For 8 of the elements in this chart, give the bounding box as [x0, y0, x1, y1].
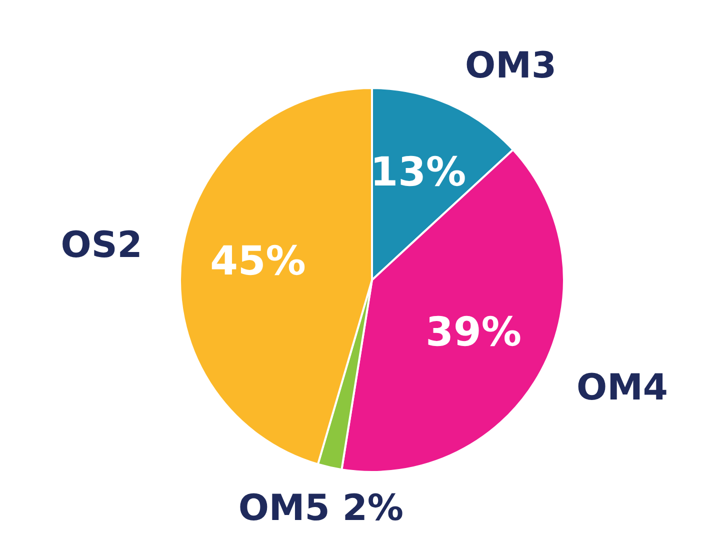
data-label: 2%: [342, 488, 404, 530]
slice-label: OM5: [238, 488, 330, 530]
data-label: 39%: [426, 309, 522, 356]
slice-label: OM4: [576, 367, 668, 408]
slice-label: OM3: [465, 45, 556, 86]
slice-label: OS2: [60, 224, 142, 266]
data-label: 45%: [210, 238, 306, 285]
data-label: 13%: [370, 149, 466, 196]
